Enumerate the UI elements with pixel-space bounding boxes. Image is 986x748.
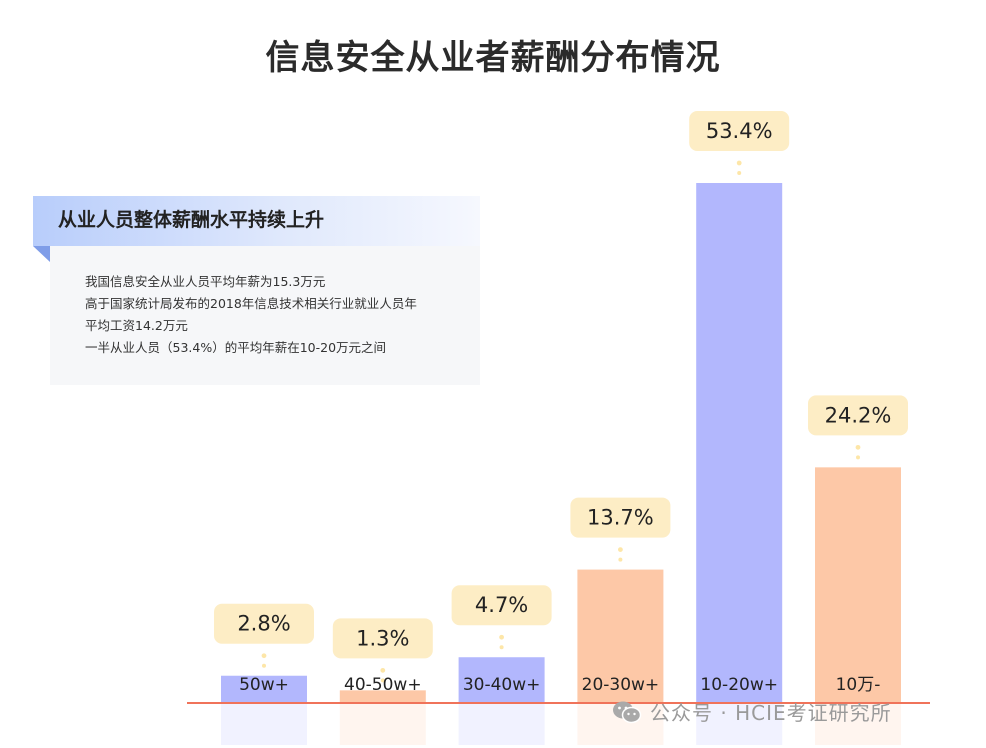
info-line: 一半从业人员（53.4%）的平均年薪在10-20万元之间 <box>85 340 387 355</box>
bar <box>221 675 307 703</box>
value-label-bg <box>332 618 433 659</box>
connector-dot <box>380 678 385 683</box>
value-label-bg <box>808 395 908 436</box>
bar-reflection <box>339 703 426 745</box>
connector-dot <box>736 160 742 166</box>
category-label: 30-40w+ <box>463 675 541 695</box>
connector-dot <box>618 557 623 562</box>
info-text: 我国信息安全从业人员平均年薪为15.3万元 高于国家统计局发布的2018年信息技… <box>85 271 475 359</box>
category-label: 10万- <box>836 675 881 695</box>
info-card-fold <box>33 246 50 262</box>
value-label: 4.7% <box>475 593 528 617</box>
value-label: 2.8% <box>237 612 290 636</box>
value-label: 13.7% <box>587 506 654 530</box>
connector-dot <box>856 455 860 460</box>
bar-reflection <box>696 703 783 745</box>
bar-reflection <box>458 703 545 745</box>
bar <box>458 657 545 703</box>
category-label: 10-20w+ <box>700 675 778 695</box>
info-card <box>50 245 480 385</box>
bar <box>339 690 426 703</box>
watermark: 公众号 · HCIE考证研究所 <box>612 697 892 726</box>
info-line: 我国信息安全从业人员平均年薪为15.3万元 <box>85 274 326 289</box>
info-card-header <box>33 196 480 246</box>
bar-reflection <box>815 703 901 745</box>
bar-reflection <box>221 703 307 745</box>
category-label: 40-50w+ <box>344 675 422 695</box>
wechat-icon <box>613 701 642 723</box>
info-line: 高于国家统计局发布的2018年信息技术相关行业就业人员年 <box>85 296 417 311</box>
connector-dot <box>737 171 742 175</box>
category-label: 50w+ <box>239 675 289 695</box>
connector-dot <box>499 645 504 650</box>
value-label: 24.2% <box>825 403 892 427</box>
value-label-bg <box>214 603 314 644</box>
info-heading: 从业人员整体薪酬水平持续上升 <box>58 209 325 231</box>
watermark-text: 公众号 · HCIE考证研究所 <box>650 701 892 725</box>
connector-dot <box>618 547 623 552</box>
category-label: 20-30w+ <box>582 675 660 695</box>
page-title: 信息安全从业者薪酬分布情况 <box>265 38 721 78</box>
value-label: 1.3% <box>356 626 409 650</box>
connector-dot <box>380 667 386 673</box>
value-label: 53.4% <box>706 119 773 143</box>
bar <box>696 183 783 703</box>
value-label-bg <box>570 497 671 538</box>
bar <box>577 569 664 703</box>
value-label-bg <box>689 111 790 151</box>
connector-dot <box>499 634 504 640</box>
value-label-bg <box>451 585 552 626</box>
connector-dot <box>261 653 267 659</box>
info-line: 平均工资14.2万元 <box>85 318 188 333</box>
connector-dot <box>855 444 861 450</box>
bar <box>815 467 901 703</box>
connector-dot <box>262 663 266 668</box>
